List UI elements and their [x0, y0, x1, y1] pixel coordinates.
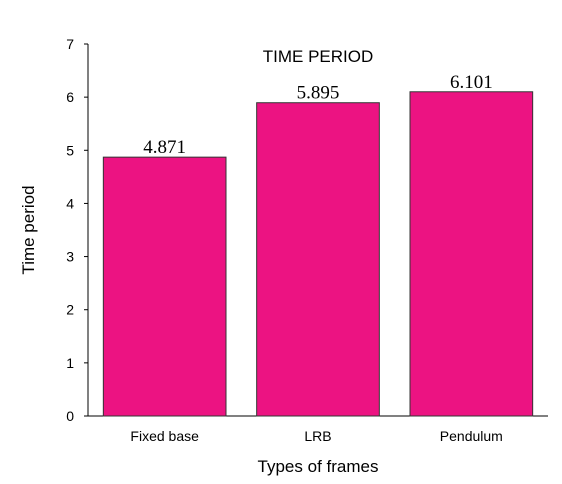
chart-title: TIME PERIOD — [263, 47, 374, 66]
bars-group — [102, 91, 534, 417]
bar-pendulum — [409, 91, 534, 417]
y-tick-label: 7 — [66, 36, 74, 52]
x-axis-title: Types of frames — [258, 457, 379, 476]
x-axis-categories: Fixed base LRB Pendulum — [130, 428, 502, 444]
data-labels-group: 4.871 5.895 6.101 — [143, 72, 492, 158]
y-tick-label: 3 — [66, 249, 74, 265]
y-tick-label: 0 — [66, 408, 74, 424]
x-category-label: Pendulum — [440, 428, 503, 444]
y-tick-label: 2 — [66, 302, 74, 318]
y-tick-label: 1 — [66, 355, 74, 371]
data-label: 6.101 — [450, 72, 493, 93]
y-axis-title: Time period — [19, 185, 38, 274]
data-label: 4.871 — [143, 137, 186, 158]
bar-fixed-base — [102, 156, 227, 417]
bar-lrb — [256, 102, 380, 417]
y-tick-label: 5 — [66, 142, 74, 158]
x-category-label: Fixed base — [130, 428, 199, 444]
y-tick-label: 6 — [66, 89, 74, 105]
y-tick-label: 4 — [66, 195, 74, 211]
x-category-label: LRB — [304, 428, 331, 444]
data-label: 5.895 — [297, 83, 340, 104]
y-axis-ticks: 0 1 2 3 4 5 6 7 — [66, 36, 88, 424]
